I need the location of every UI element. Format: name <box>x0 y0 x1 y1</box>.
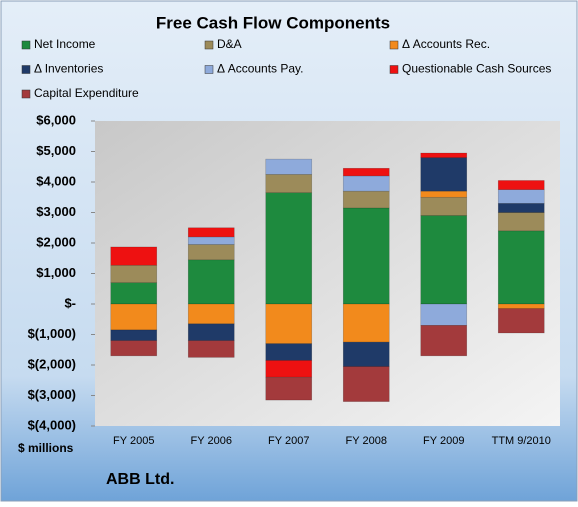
bar-segment <box>497 180 545 190</box>
y-tick-label: $4,000 <box>36 173 76 188</box>
y-tick-label: $2,000 <box>36 234 76 249</box>
bar-segment <box>497 203 545 213</box>
legend-swatch <box>21 65 31 74</box>
bar-segment <box>110 340 158 357</box>
y-unit-label: $ millions <box>18 441 74 455</box>
bar-segment <box>110 282 158 305</box>
bar-segment <box>420 325 468 357</box>
bar-segment <box>420 215 468 305</box>
bar-segment <box>342 175 390 192</box>
x-tick-label: FY 2008 <box>346 435 387 447</box>
plot-area <box>95 121 560 426</box>
legend-label: Net Income <box>34 37 96 51</box>
bar-segment <box>342 167 390 177</box>
bar-segment <box>342 207 390 305</box>
bar-segment <box>497 212 545 232</box>
legend-swatch <box>389 65 399 74</box>
x-tick-label: TTM 9/2010 <box>492 435 551 447</box>
legend-label: Capital Expenditure <box>34 86 139 100</box>
bar-segment <box>110 329 158 341</box>
bar-segment <box>497 230 545 305</box>
bar-segment <box>497 303 545 309</box>
bar-segment <box>265 376 313 401</box>
bar-segment <box>265 343 313 361</box>
bar-segment <box>187 227 235 238</box>
bar-segment <box>187 244 235 261</box>
legend-swatch <box>204 40 214 50</box>
bar-segment <box>342 303 390 343</box>
y-tick-label: $6,000 <box>36 112 76 127</box>
bar-segment <box>265 360 313 378</box>
legend-swatch <box>204 65 214 74</box>
x-tick-label: FY 2006 <box>191 435 232 447</box>
chart-title: Free Cash Flow Components <box>156 13 390 32</box>
y-tick-label: $(2,000) <box>28 356 76 371</box>
legend-label: D&A <box>217 37 242 51</box>
legend-swatch <box>21 40 31 50</box>
bar-segment <box>420 303 468 326</box>
bar-segment <box>342 341 390 367</box>
y-tick-label: $- <box>64 295 76 310</box>
legend-label: Δ Inventories <box>34 62 103 76</box>
y-tick-label: $3,000 <box>36 204 76 219</box>
bar-segment <box>265 303 313 344</box>
bar-segment <box>187 303 235 325</box>
bar-segment <box>265 174 313 193</box>
y-tick-label: $(4,000) <box>28 417 76 432</box>
bar-segment <box>110 264 158 283</box>
bar-segment <box>265 192 313 305</box>
bar-segment <box>420 196 468 216</box>
legend-swatch <box>21 89 31 99</box>
legend-label: Questionable Cash Sources <box>402 62 551 76</box>
y-tick-label: $(3,000) <box>28 387 76 402</box>
legend-label: Δ Accounts Rec. <box>402 37 490 51</box>
footer: ABB Ltd. <box>106 471 174 488</box>
bar-segment <box>187 340 235 358</box>
bar-segment <box>187 259 235 305</box>
bar-segment <box>110 246 158 266</box>
x-tick-label: FY 2009 <box>423 435 464 447</box>
bar-segment <box>187 323 235 341</box>
y-tick-label: $1,000 <box>36 265 76 280</box>
bar-segment <box>110 303 158 331</box>
bar-segment <box>420 157 468 192</box>
bar-segment <box>497 189 545 204</box>
x-tick-label: FY 2005 <box>113 435 154 447</box>
x-tick-label: FY 2007 <box>268 435 309 447</box>
bar-segment <box>342 366 390 402</box>
bar-segment <box>342 190 390 209</box>
bar-segment <box>420 152 468 158</box>
bar-segment <box>187 236 235 245</box>
y-tick-label: $(1,000) <box>28 326 76 341</box>
legend-label: Δ Accounts Pay. <box>217 62 304 76</box>
bar-segment <box>420 190 468 198</box>
y-tick-label: $5,000 <box>36 143 76 158</box>
bar-segment <box>265 158 313 175</box>
bar-segment <box>497 308 545 334</box>
legend-swatch <box>389 40 399 50</box>
